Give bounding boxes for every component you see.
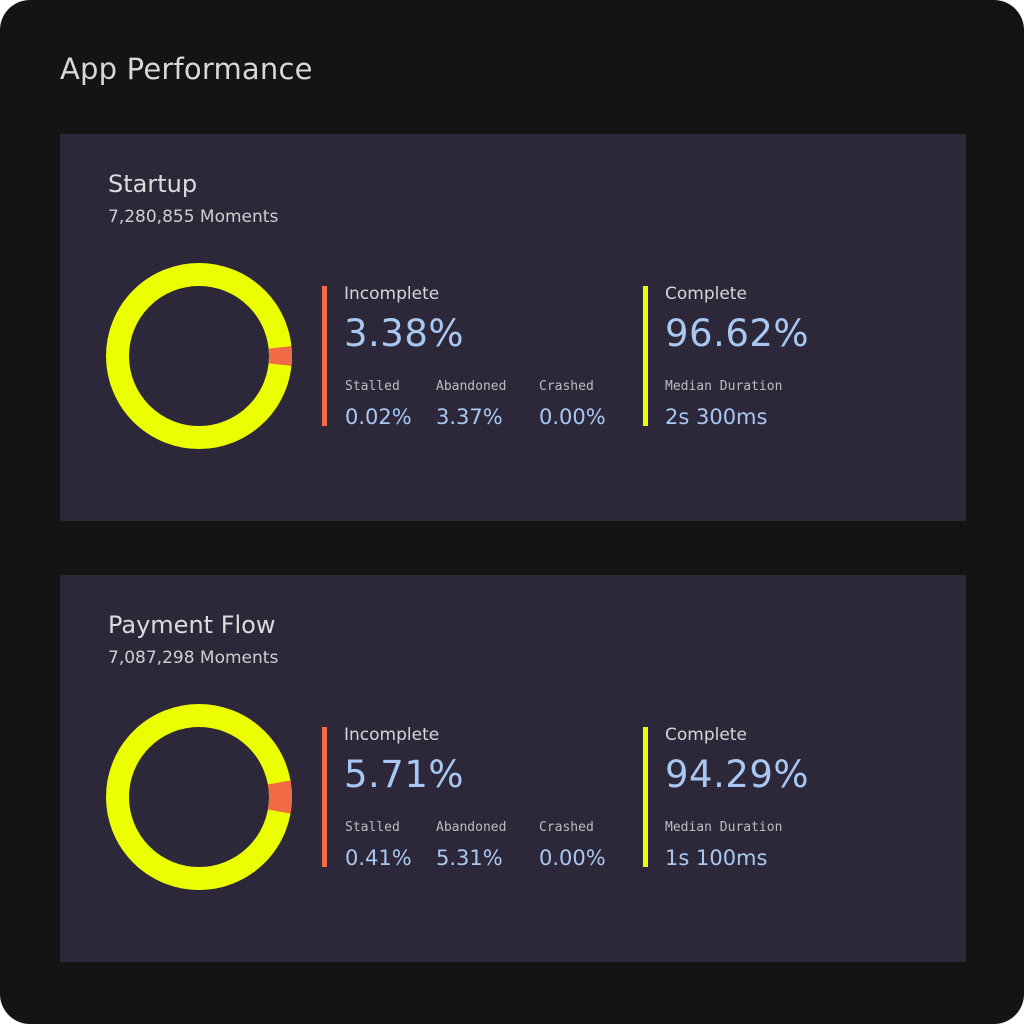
stalled-value: 0.41% bbox=[345, 846, 412, 870]
donut-complete-ring bbox=[106, 704, 292, 890]
completion-donut-chart bbox=[106, 704, 292, 890]
donut-incomplete-segment bbox=[106, 704, 292, 890]
complete-label: Complete bbox=[665, 725, 747, 745]
median-duration-label: Median Duration bbox=[665, 820, 783, 835]
incomplete-value: 3.38% bbox=[344, 312, 465, 355]
complete-label: Complete bbox=[665, 284, 747, 304]
complete-indicator-bar bbox=[643, 286, 648, 426]
stalled-value: 0.02% bbox=[345, 405, 412, 429]
complete-value: 96.62% bbox=[665, 312, 810, 355]
card-title: Startup bbox=[108, 170, 198, 198]
performance-card-payment-flow[interactable]: Payment Flow 7,087,298 Moments Incomplet… bbox=[60, 575, 966, 962]
incomplete-value: 5.71% bbox=[344, 753, 465, 796]
median-duration-value: 2s 300ms bbox=[665, 405, 768, 429]
incomplete-indicator-bar bbox=[322, 727, 327, 867]
abandoned-value: 3.37% bbox=[436, 405, 503, 429]
abandoned-label: Abandoned bbox=[436, 820, 507, 835]
crashed-label: Crashed bbox=[539, 820, 594, 835]
abandoned-label: Abandoned bbox=[436, 379, 507, 394]
page-title: App Performance bbox=[60, 52, 313, 86]
incomplete-label: Incomplete bbox=[344, 725, 440, 745]
crashed-value: 0.00% bbox=[539, 846, 606, 870]
donut-complete-ring bbox=[106, 263, 292, 449]
moments-count: 7,280,855 Moments bbox=[108, 207, 279, 227]
completion-donut-chart bbox=[106, 263, 292, 449]
median-duration-label: Median Duration bbox=[665, 379, 783, 394]
incomplete-indicator-bar bbox=[322, 286, 327, 426]
card-title: Payment Flow bbox=[108, 611, 276, 639]
crashed-label: Crashed bbox=[539, 379, 594, 394]
abandoned-value: 5.31% bbox=[436, 846, 503, 870]
moments-count: 7,087,298 Moments bbox=[108, 648, 279, 668]
crashed-value: 0.00% bbox=[539, 405, 606, 429]
incomplete-label: Incomplete bbox=[344, 284, 440, 304]
stalled-label: Stalled bbox=[345, 379, 400, 394]
performance-card-startup[interactable]: Startup 7,280,855 Moments Incomplete 3.3… bbox=[60, 134, 966, 521]
stalled-label: Stalled bbox=[345, 820, 400, 835]
donut-incomplete-segment bbox=[106, 263, 292, 449]
complete-indicator-bar bbox=[643, 727, 648, 867]
median-duration-value: 1s 100ms bbox=[665, 846, 768, 870]
complete-value: 94.29% bbox=[665, 753, 810, 796]
